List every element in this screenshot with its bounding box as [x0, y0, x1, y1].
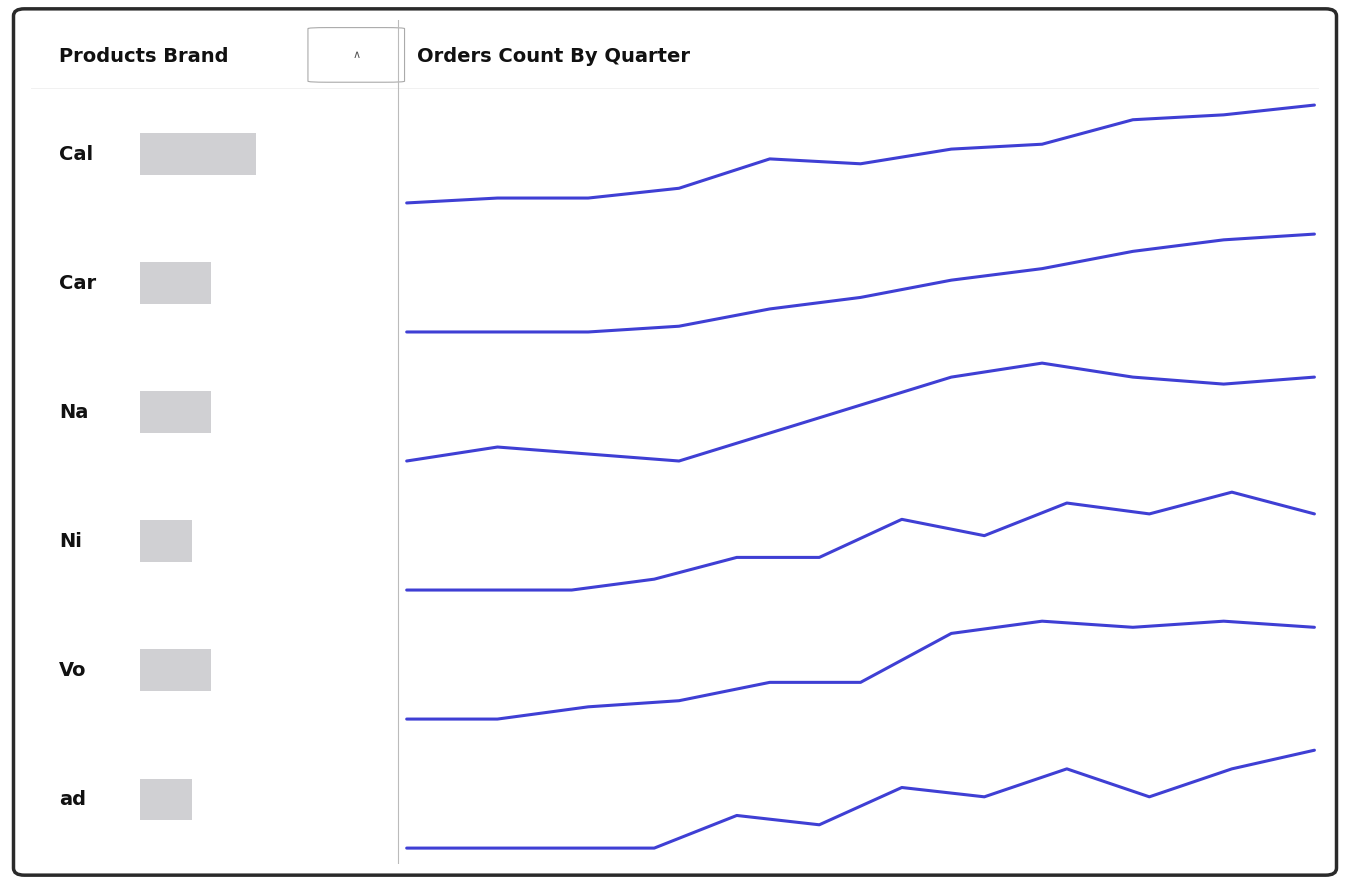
Text: ∧: ∧ [352, 50, 360, 60]
Text: Ni: Ni [59, 531, 82, 551]
Text: Orders Count By Quarter: Orders Count By Quarter [417, 47, 690, 65]
Text: Na: Na [59, 402, 89, 422]
Text: Cal: Cal [59, 144, 93, 164]
Bar [140, 133, 256, 175]
Text: ad: ad [59, 789, 86, 809]
Text: Products Brand: Products Brand [59, 47, 230, 65]
Bar [140, 650, 211, 690]
FancyBboxPatch shape [14, 9, 1336, 875]
Bar [140, 263, 211, 304]
Bar [140, 779, 192, 819]
Text: Vo: Vo [59, 660, 86, 680]
Bar [140, 521, 192, 561]
FancyBboxPatch shape [308, 27, 405, 82]
Text: Car: Car [59, 273, 96, 293]
Bar [140, 392, 211, 432]
